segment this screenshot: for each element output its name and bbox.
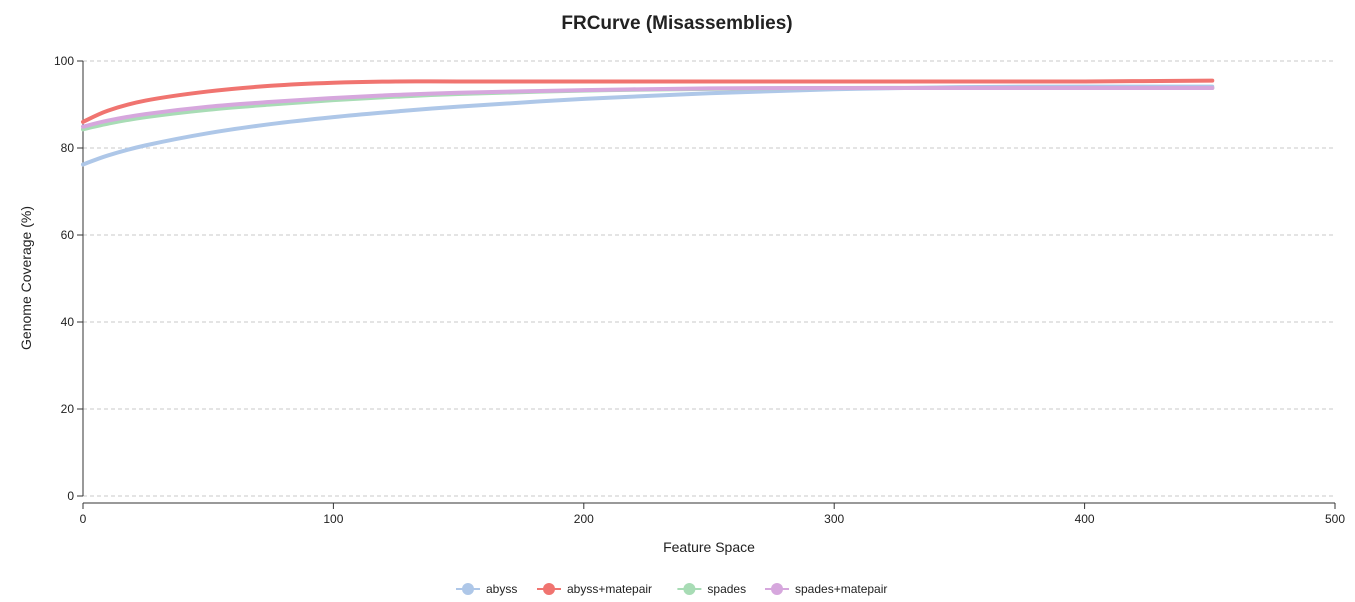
y-tick-label: 40 <box>61 315 75 329</box>
legend-item-abyss[interactable]: abyss <box>456 582 517 596</box>
legend-item-spades-plus-matepair[interactable]: spades+matepair <box>765 582 887 596</box>
axes: 0 20 40 60 80 100 0 100 200 300 400 500 <box>54 54 1345 526</box>
y-tick-label: 100 <box>54 54 74 68</box>
legend-marker <box>543 583 555 595</box>
legend-marker <box>462 583 474 595</box>
legend: abyss abyss+matepair spades spades+matepair <box>456 582 887 596</box>
grid <box>83 60 1335 497</box>
x-tick-label: 100 <box>323 512 343 526</box>
series-line-abyss-plus-matepair <box>81 78 1215 124</box>
legend-marker <box>771 583 783 595</box>
x-tick-label: 500 <box>1325 512 1345 526</box>
x-tick-label: 300 <box>824 512 844 526</box>
legend-item-abyss-plus-matepair[interactable]: abyss+matepair <box>537 582 652 596</box>
legend-label: abyss+matepair <box>567 582 652 596</box>
x-axis-title: Feature Space <box>663 539 755 555</box>
x-tick-label: 400 <box>1075 512 1095 526</box>
x-tick-label: 0 <box>80 512 87 526</box>
legend-item-spades[interactable]: spades <box>677 582 746 596</box>
x-tick-label: 200 <box>574 512 594 526</box>
series-lines <box>81 78 1215 167</box>
legend-label: abyss <box>486 582 517 596</box>
chart-title: FRCurve (Misassemblies) <box>561 13 792 34</box>
y-axis-title: Genome Coverage (%) <box>18 206 34 350</box>
y-tick-label: 20 <box>61 402 75 416</box>
y-tick-label: 0 <box>67 489 74 503</box>
y-tick-label: 60 <box>61 228 75 242</box>
legend-label: spades+matepair <box>795 582 887 596</box>
y-tick-label: 80 <box>61 141 75 155</box>
series-line-abyss <box>81 84 1215 167</box>
legend-marker <box>683 583 696 595</box>
legend-label: spades <box>707 582 746 596</box>
series-line-spades-plus-matepair <box>81 85 1215 129</box>
